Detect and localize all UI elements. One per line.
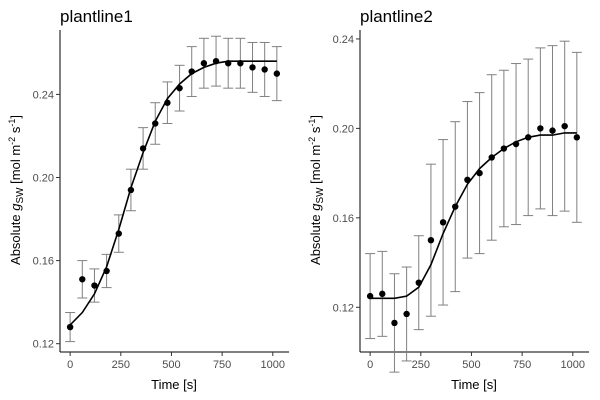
- y-tick-label: 0.20: [33, 172, 54, 184]
- data-point: [488, 154, 495, 161]
- x-tick-label: 250: [112, 359, 130, 371]
- y-tick-label: 0.16: [333, 213, 354, 225]
- data-point: [452, 203, 459, 210]
- y-tick-label: 0.16: [33, 256, 54, 268]
- x-tick-label: 500: [162, 359, 180, 371]
- data-point: [500, 145, 508, 152]
- x-tick-label: 750: [213, 359, 231, 371]
- data-point: [212, 57, 220, 65]
- x-tick-label: 1000: [261, 359, 285, 371]
- data-point: [439, 219, 447, 226]
- data-point: [415, 279, 422, 286]
- data-point: [188, 68, 195, 75]
- data-point: [237, 60, 244, 67]
- data-point: [164, 99, 171, 106]
- y-axis-title: Absolute gSW [mol m-2 s-1]: [307, 115, 326, 265]
- data-point: [366, 292, 374, 300]
- errorbars: [365, 40, 582, 373]
- y-tick-label: 0.20: [333, 123, 354, 135]
- data-point: [139, 145, 147, 152]
- fit-curve: [69, 60, 277, 326]
- panel-plantline1: plantline1 0 250 500 750 1000 0.12 0.16 0.20 0.2…: [7, 7, 289, 392]
- data-point: [273, 70, 281, 77]
- data-point: [91, 282, 98, 289]
- x-tick-label: 500: [462, 359, 480, 371]
- panel-title: plantline1: [60, 7, 133, 26]
- data-point: [561, 122, 568, 130]
- data-point: [427, 236, 435, 244]
- data-point: [403, 310, 410, 318]
- data-point: [66, 323, 74, 331]
- data-point: [200, 60, 208, 67]
- data-point: [225, 60, 232, 67]
- data-points: [366, 122, 581, 327]
- data-point: [261, 66, 268, 73]
- data-point: [103, 267, 110, 275]
- x-tick-label: 250: [412, 359, 430, 371]
- data-point: [464, 176, 471, 184]
- data-point: [476, 169, 483, 177]
- errorbars: [65, 35, 282, 343]
- y-tick-label: 0.24: [333, 34, 354, 46]
- data-points: [66, 57, 281, 331]
- data-point: [379, 290, 386, 298]
- x-tick-label: 1000: [561, 359, 585, 371]
- panel-title: plantline2: [360, 7, 433, 26]
- data-point: [573, 134, 581, 141]
- data-point: [549, 127, 556, 134]
- x-axis-title: Time [s]: [451, 377, 497, 392]
- axis-lines: [359, 30, 589, 353]
- y-tick-label: 0.12: [333, 302, 354, 314]
- x-tick-label: 0: [67, 359, 73, 371]
- fit-curve: [370, 132, 577, 300]
- data-point: [152, 120, 159, 127]
- data-point: [537, 125, 544, 132]
- ticks: 0 250 500 750 1000 0.12 0.16 0.20 0.24: [333, 34, 585, 371]
- data-point: [127, 186, 135, 194]
- data-point: [391, 319, 398, 327]
- data-point: [176, 84, 183, 92]
- data-point: [512, 140, 520, 148]
- data-point: [525, 134, 532, 141]
- x-tick-label: 0: [367, 359, 373, 371]
- x-tick-label: 750: [513, 359, 531, 371]
- panel-plantline2: plantline2 0 250 500 750 1000 0.12 0.16 0.20 0.2…: [307, 7, 589, 392]
- data-point: [249, 64, 256, 71]
- x-axis-title: Time [s]: [151, 377, 197, 392]
- y-tick-label: 0.24: [33, 89, 54, 101]
- data-point: [79, 276, 86, 283]
- y-tick-label: 0.12: [33, 339, 54, 351]
- y-axis-title: Absolute gSW [mol m-2 s-1]: [7, 115, 26, 265]
- ticks: 0 250 500 750 1000 0.12 0.16 0.20 0.24: [33, 89, 285, 371]
- data-point: [115, 230, 122, 237]
- axis-lines: [59, 30, 289, 353]
